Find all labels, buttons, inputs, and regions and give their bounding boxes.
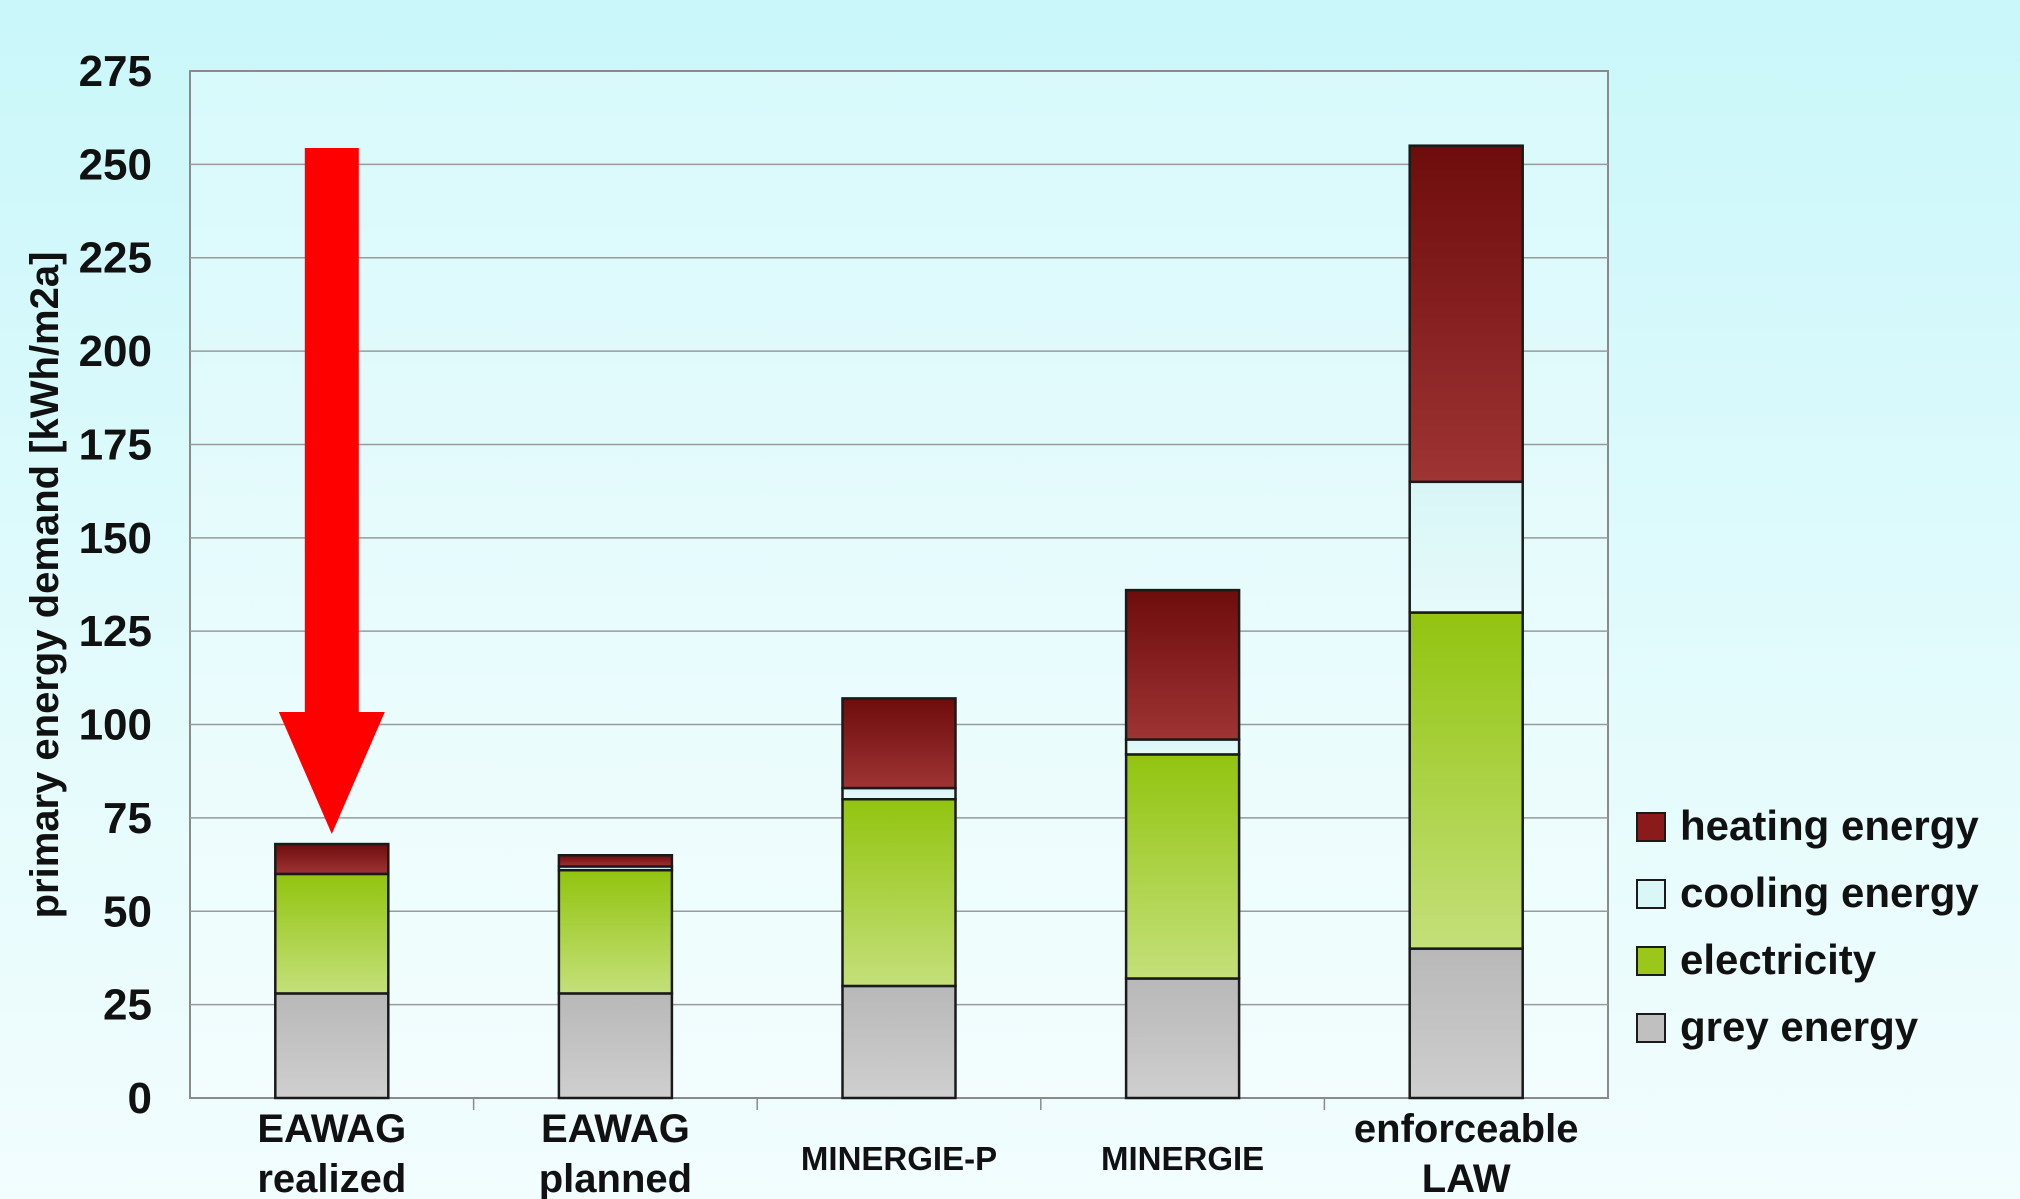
bar-segment-electricity <box>557 868 674 995</box>
y-tick-label: 0 <box>128 1074 152 1123</box>
bar-segment-heating-energy <box>841 697 957 790</box>
legend-swatch <box>1636 1013 1666 1043</box>
bar-segment-electricity <box>1408 611 1524 950</box>
y-tick-label: 200 <box>79 327 152 376</box>
y-tick-label: 100 <box>79 701 152 750</box>
y-tick-label: 225 <box>79 234 152 283</box>
gridlines <box>190 163 1608 1006</box>
red-arrow <box>278 148 385 834</box>
bar-segment-grey-energy <box>1408 947 1524 1100</box>
bar-segment-heating-energy <box>1124 588 1241 741</box>
y-tick-label: 275 <box>79 47 152 96</box>
bar-segment-grey-energy <box>274 992 390 1100</box>
bar-segment-grey-energy <box>841 984 957 1100</box>
y-tick-label: 25 <box>103 981 152 1030</box>
legend-swatch <box>1636 946 1666 976</box>
y-axis-ticks: 0 25 50 75 100 125 150 175 200 225 250 275 <box>79 47 152 1123</box>
x-category-label: EAWAG <box>541 1107 690 1151</box>
bar-segment-electricity <box>1124 753 1241 980</box>
legend-swatch <box>1636 812 1666 842</box>
x-category-label: planned <box>539 1157 692 1199</box>
bar-segment-cooling-energy <box>1124 738 1241 756</box>
x-category-label: EAWAG <box>257 1107 406 1151</box>
x-category-label: MINERGIE <box>1101 1140 1264 1177</box>
y-tick-label: 75 <box>103 794 152 843</box>
bar-segment-electricity <box>841 797 957 988</box>
legend-label: heating energy <box>1680 802 1979 849</box>
y-axis-title: primary energy demand [kWh/m2a] <box>23 252 67 919</box>
legend-label: electricity <box>1680 936 1877 983</box>
legend-swatch <box>1636 879 1666 909</box>
x-category-label: realized <box>257 1157 406 1199</box>
y-tick-label: 175 <box>79 420 152 469</box>
bar-segment-electricity <box>274 872 390 995</box>
bar-segment-cooling-energy <box>841 786 957 801</box>
y-tick-label: 250 <box>79 140 152 189</box>
bar-segment-heating-energy <box>274 842 390 876</box>
legend-label: grey energy <box>1680 1003 1919 1050</box>
bar-segment-cooling-energy <box>1408 480 1524 614</box>
legend: heating energy cooling energy electricity g… <box>1636 802 1979 1050</box>
bar-segment-heating-energy <box>1408 144 1524 484</box>
legend-label: cooling energy <box>1680 869 1979 916</box>
x-category-label: MINERGIE-P <box>801 1140 997 1177</box>
x-category-label: LAW <box>1422 1157 1511 1199</box>
y-tick-label: 50 <box>103 887 152 936</box>
y-tick-label: 150 <box>79 514 152 563</box>
x-category-label: enforceable <box>1354 1107 1579 1151</box>
bars <box>274 144 1524 1110</box>
red-arrow-annotation <box>278 148 385 834</box>
x-axis-labels: EAWAG realized EAWAG planned MINERGIE-P MINER… <box>257 1107 1578 1199</box>
bar-segment-grey-energy <box>557 992 674 1100</box>
bar-segment-grey-energy <box>1124 977 1241 1100</box>
y-tick-label: 125 <box>79 607 152 656</box>
bar-segment-heating-energy <box>557 854 674 868</box>
